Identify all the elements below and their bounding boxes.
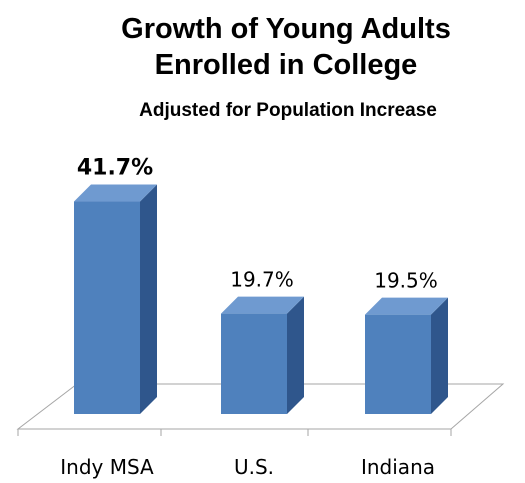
category-label-indiana: Indiana: [361, 455, 435, 479]
bar-front-face: [221, 313, 287, 414]
category-label-indy-msa: Indy MSA: [60, 455, 154, 479]
bar-indy-msa: [74, 184, 157, 414]
category-label-u-s: U.S.: [234, 455, 274, 479]
bar-side-face: [431, 297, 448, 414]
bar-side-face: [287, 296, 304, 414]
data-label-indy-msa: 41.7%: [77, 156, 153, 181]
chart-title-line-1: Growth of Young Adults: [121, 13, 451, 45]
category-labels: Indy MSA U.S. Indiana: [60, 455, 435, 479]
floor-outline: [16, 383, 505, 430]
bar-side-face: [140, 184, 157, 414]
bar-series: [74, 184, 448, 414]
bar-u-s: [221, 296, 304, 414]
bar-top-face: [365, 297, 448, 315]
data-label-u-s: 19.7%: [230, 268, 294, 292]
chart-floor: [16, 383, 505, 436]
bar-top-face: [74, 184, 157, 202]
chart-subtitle: Adjusted for Population Increase: [139, 100, 437, 121]
data-labels: 41.7% 19.7% 19.5%: [77, 156, 438, 293]
bar-indiana: [365, 297, 448, 414]
bar-front-face: [74, 201, 140, 414]
bar-top-face: [221, 296, 304, 314]
data-label-indiana: 19.5%: [374, 269, 438, 293]
bar-front-face: [365, 314, 431, 414]
chart-title-line-2: Enrolled in College: [155, 49, 418, 81]
